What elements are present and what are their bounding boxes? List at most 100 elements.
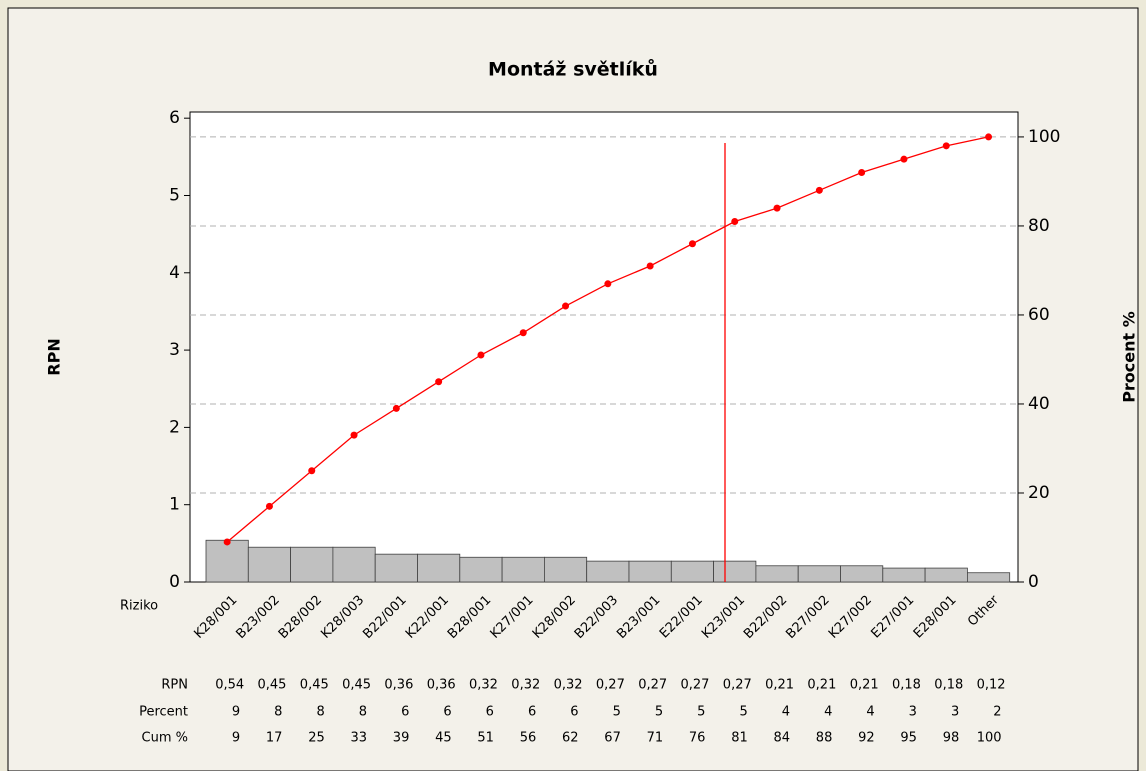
table-cell: 0,36 (384, 678, 413, 693)
y-tick-label: 0 (169, 572, 180, 592)
table-cell: 0,27 (723, 678, 752, 693)
bar (417, 553, 461, 583)
bar (755, 565, 799, 583)
table-cell: 6 (443, 705, 451, 720)
y-tick-label: 3 (169, 340, 180, 360)
cumulative-point (392, 404, 400, 412)
table-cell: 25 (308, 731, 325, 746)
cumulative-point (942, 142, 950, 150)
bar (586, 560, 630, 583)
cumulative-point (900, 155, 908, 163)
bar (459, 556, 503, 583)
bar (924, 567, 968, 583)
cumulative-point (731, 217, 739, 225)
bar (797, 565, 841, 583)
table-cell: 2 (993, 705, 1001, 720)
table-row-label: Percent (139, 705, 188, 720)
table-cell: 8 (274, 705, 282, 720)
cumulative-point (562, 302, 570, 310)
table-cell: 3 (951, 705, 959, 720)
cumulative-point (646, 262, 654, 270)
bar (882, 567, 926, 583)
table-cell: 33 (351, 731, 368, 746)
table-cell: 8 (359, 705, 367, 720)
table-cell: 98 (943, 731, 960, 746)
table-cell: 0,21 (765, 678, 794, 693)
bar (713, 560, 757, 583)
table-cell: 8 (316, 705, 324, 720)
cumulative-point (985, 133, 993, 141)
bar (374, 553, 418, 583)
cumulative-point (519, 329, 527, 337)
table-cell: 0,12 (977, 678, 1006, 693)
bar (840, 565, 884, 583)
bar (628, 560, 672, 583)
table-cell: 56 (520, 731, 537, 746)
cumulative-point (815, 186, 823, 194)
y-axis-label: RPN (45, 338, 64, 375)
table-cell: 17 (266, 731, 283, 746)
bar (247, 546, 292, 583)
table-cell: 88 (816, 731, 833, 746)
table-cell: 0,27 (680, 678, 709, 693)
table-cell: 76 (689, 731, 706, 746)
table-cell: 0,45 (257, 678, 286, 693)
table-cell: 95 (900, 731, 917, 746)
table-cell: 81 (731, 731, 748, 746)
table-cell: 0,21 (850, 678, 879, 693)
cumulative-point (604, 280, 612, 288)
table-cell: 45 (435, 731, 452, 746)
y-tick-label: 5 (169, 185, 180, 205)
bar (544, 556, 588, 583)
table-cell: 5 (655, 705, 663, 720)
y2-tick-label: 100 (1028, 127, 1060, 147)
table-cell: 9 (232, 705, 240, 720)
table-cell: 67 (604, 731, 621, 746)
table-cell: 92 (858, 731, 875, 746)
table-cell: 0,54 (215, 678, 244, 693)
table-cell: 0,32 (511, 678, 540, 693)
y-tick-label: 2 (169, 417, 180, 437)
cumulative-point (350, 431, 358, 439)
y-tick-label: 1 (169, 495, 180, 515)
bar (967, 572, 1011, 583)
cumulative-point (477, 351, 485, 359)
bar (501, 556, 545, 583)
cumulative-point (223, 538, 231, 546)
y2-tick-label: 80 (1028, 216, 1050, 236)
table-cell: 6 (570, 705, 578, 720)
table-cell: 6 (528, 705, 536, 720)
y2-tick-label: 0 (1028, 572, 1039, 592)
table-cell: 4 (782, 705, 790, 720)
bar (290, 546, 334, 583)
table-cell: 0,32 (554, 678, 583, 693)
cumulative-point (773, 204, 781, 212)
table-cell: 0,21 (807, 678, 836, 693)
y-tick-label: 4 (169, 263, 180, 283)
table-cell: 6 (486, 705, 494, 720)
bar (332, 546, 376, 583)
y2-tick-label: 40 (1028, 394, 1050, 414)
table-cell: 0,45 (300, 678, 329, 693)
table-cell: 51 (477, 731, 494, 746)
table-cell: 9 (232, 731, 240, 746)
table-cell: 39 (393, 731, 410, 746)
y2-tick-label: 20 (1028, 483, 1050, 503)
table-cell: 0,27 (638, 678, 667, 693)
table-cell: 0,45 (342, 678, 371, 693)
table-cell: 5 (697, 705, 705, 720)
y2-tick-label: 60 (1028, 305, 1050, 325)
table-cell: 0,18 (934, 678, 963, 693)
table-row-label: RPN (161, 678, 188, 693)
bar (205, 539, 249, 583)
table-row-label: Cum % (142, 731, 188, 746)
y2-axis-label: Procent % (1120, 311, 1139, 403)
plot-area (189, 111, 1019, 583)
y-tick-label: 6 (169, 108, 180, 128)
table-cell: 6 (401, 705, 409, 720)
cumulative-point (265, 502, 273, 510)
table-cell: 3 (909, 705, 917, 720)
table-cell: 5 (739, 705, 747, 720)
table-cell: 0,36 (427, 678, 456, 693)
cumulative-point (858, 169, 866, 177)
